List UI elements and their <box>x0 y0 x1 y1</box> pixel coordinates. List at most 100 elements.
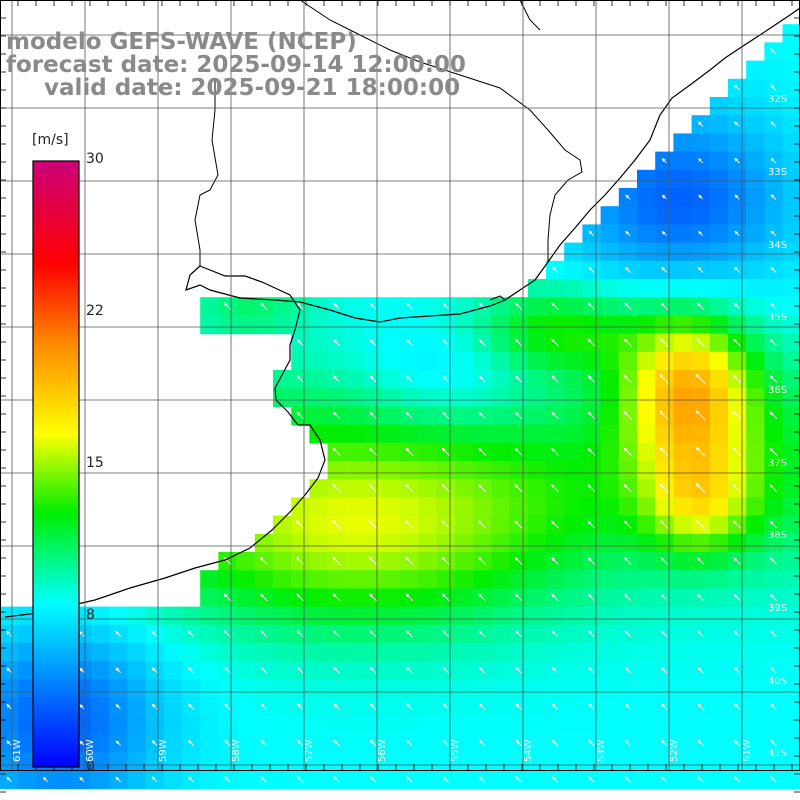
wind-speed-cell <box>764 388 784 407</box>
wind-speed-cell <box>273 515 292 535</box>
wind-speed-cell <box>127 643 147 662</box>
wind-speed-cell <box>564 643 583 662</box>
wind-speed-cell <box>691 206 711 225</box>
wind-speed-cell <box>673 279 693 298</box>
wind-arrow <box>551 557 559 565</box>
wind-arrow <box>733 703 741 710</box>
wind-arrow <box>588 666 595 674</box>
wind-speed-cell <box>600 297 620 316</box>
wind-speed-cell <box>600 479 620 498</box>
wind-speed-cell <box>327 461 347 480</box>
wind-speed-cell <box>618 388 638 407</box>
wind-arrow <box>697 739 704 747</box>
wind-speed-cell <box>637 624 656 644</box>
wind-speed-cell <box>473 679 492 699</box>
wind-arrow <box>733 739 741 747</box>
wind-arrow <box>732 447 742 457</box>
wind-arrow <box>151 776 158 783</box>
wind-arrow <box>770 666 777 674</box>
wind-speed-cell <box>236 315 256 335</box>
wind-speed-cell <box>455 479 474 498</box>
lon-label-51w: 51W <box>742 739 753 762</box>
wind-speed-cell <box>600 351 620 371</box>
wind-speed-cell <box>455 351 474 371</box>
wind-speed-cell <box>527 661 547 680</box>
wind-arrow <box>697 121 704 128</box>
wind-speed-cell <box>145 643 165 662</box>
wind-speed-cell <box>309 479 329 498</box>
wind-speed-cell <box>291 715 310 735</box>
wind-speed-cell <box>491 442 511 462</box>
wind-speed-cell <box>200 643 219 662</box>
wind-speed-cell <box>728 279 747 298</box>
wind-speed-cell <box>709 461 729 480</box>
wind-arrow <box>406 375 413 383</box>
wind-speed-cell <box>91 770 110 790</box>
wind-arrow <box>405 556 414 566</box>
wind-arrow <box>296 302 304 310</box>
wind-speed-cell <box>509 497 529 517</box>
wind-speed-cell <box>600 552 620 571</box>
wind-speed-cell <box>600 442 620 462</box>
wind-arrow <box>769 447 778 456</box>
wind-speed-cell <box>418 770 438 790</box>
wind-arrow <box>515 703 522 710</box>
wind-arrow <box>187 703 195 710</box>
wind-speed-cell <box>491 624 511 644</box>
wind-speed-cell <box>400 533 420 553</box>
wind-arrow <box>587 557 596 565</box>
wind-speed-cell <box>618 643 638 662</box>
wind-arrow <box>624 593 632 601</box>
wind-speed-cell <box>673 752 693 771</box>
wind-speed-cell <box>309 406 329 426</box>
wind-arrow <box>624 630 632 638</box>
wind-speed-cell <box>782 624 800 644</box>
wind-speed-cell <box>582 242 602 262</box>
wind-speed-cell <box>582 643 602 662</box>
wind-speed-cell <box>637 206 656 225</box>
wind-speed-cell <box>127 661 147 680</box>
wind-arrow <box>296 375 304 383</box>
wind-speed-cell <box>782 24 800 43</box>
wind-speed-cell <box>400 388 420 407</box>
wind-speed-cell <box>782 133 800 153</box>
wind-arrow <box>441 483 451 493</box>
wind-speed-cell <box>400 715 420 735</box>
wind-arrow <box>733 557 741 565</box>
wind-arrow <box>659 483 669 493</box>
wind-arrows <box>6 48 778 783</box>
wind-arrow <box>770 157 777 164</box>
wind-speed-cell <box>491 588 511 608</box>
wind-arrow <box>6 667 12 673</box>
wind-speed-cell <box>709 188 729 207</box>
wind-speed-cell <box>382 734 401 753</box>
wind-speed-cell <box>291 643 310 662</box>
wind-speed-cell <box>491 552 511 571</box>
wind-speed-cell <box>782 115 800 134</box>
wind-arrow <box>260 593 268 602</box>
wind-speed-cell <box>673 442 693 462</box>
wind-speed-cell <box>200 697 219 717</box>
wind-speed-cell <box>345 770 365 790</box>
wind-arrow <box>515 411 523 420</box>
wind-arrow <box>442 666 450 674</box>
wind-arrow <box>79 740 85 746</box>
wind-speed-cell <box>163 643 183 662</box>
colorbar-tick-0: 0 <box>86 759 95 775</box>
wind-speed-cell <box>182 752 201 771</box>
wind-speed-cell <box>618 206 638 225</box>
wind-arrow <box>333 739 340 747</box>
wind-speed-cell <box>91 697 110 717</box>
lon-label-58w: 58W <box>231 739 242 762</box>
wind-speed-cell <box>782 279 800 298</box>
wind-speed-cell <box>709 479 729 498</box>
wind-speed-cell <box>582 570 602 589</box>
wind-speed-cell <box>509 606 529 626</box>
wind-arrow <box>333 630 341 638</box>
wind-speed-cell <box>564 388 583 407</box>
wind-speed-cell <box>673 715 693 735</box>
wind-arrow <box>551 338 559 347</box>
wind-arrow <box>587 593 595 601</box>
wind-speed-cell <box>509 351 529 371</box>
wind-arrow <box>588 230 595 237</box>
